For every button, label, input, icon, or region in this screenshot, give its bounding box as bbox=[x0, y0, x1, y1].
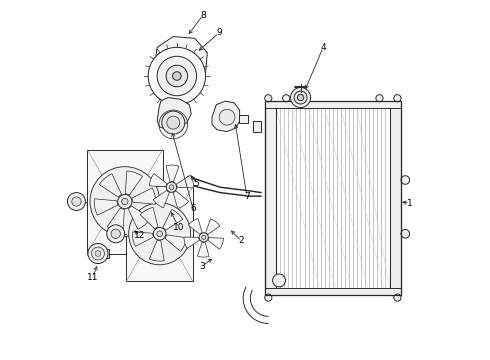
Polygon shape bbox=[166, 165, 179, 182]
Polygon shape bbox=[208, 238, 223, 249]
Circle shape bbox=[88, 243, 108, 264]
Bar bbox=[253, 121, 261, 132]
Polygon shape bbox=[149, 174, 167, 187]
Circle shape bbox=[129, 203, 191, 265]
Circle shape bbox=[90, 167, 160, 237]
Circle shape bbox=[202, 235, 206, 239]
Circle shape bbox=[401, 176, 410, 184]
Circle shape bbox=[157, 56, 196, 96]
Polygon shape bbox=[94, 199, 118, 215]
Text: 4: 4 bbox=[320, 43, 326, 52]
Polygon shape bbox=[188, 219, 202, 234]
Polygon shape bbox=[153, 190, 170, 208]
Bar bbox=[101, 249, 109, 258]
Text: 3: 3 bbox=[199, 262, 205, 271]
Bar bbox=[390, 101, 401, 295]
Circle shape bbox=[72, 197, 81, 206]
Polygon shape bbox=[140, 207, 158, 229]
Polygon shape bbox=[125, 171, 143, 195]
Text: 7: 7 bbox=[244, 192, 250, 201]
Circle shape bbox=[219, 109, 235, 125]
Circle shape bbox=[291, 87, 311, 108]
Circle shape bbox=[118, 194, 132, 208]
Polygon shape bbox=[153, 37, 207, 98]
Text: 1: 1 bbox=[407, 199, 413, 208]
Polygon shape bbox=[165, 235, 187, 251]
Circle shape bbox=[272, 274, 286, 287]
Polygon shape bbox=[149, 240, 164, 261]
Bar bbox=[239, 116, 248, 123]
Text: 2: 2 bbox=[239, 237, 244, 246]
Polygon shape bbox=[184, 237, 199, 248]
Polygon shape bbox=[99, 174, 122, 197]
Text: 5: 5 bbox=[194, 179, 199, 188]
Circle shape bbox=[199, 233, 208, 242]
Text: 11: 11 bbox=[87, 273, 98, 282]
Text: 6: 6 bbox=[190, 204, 196, 213]
Polygon shape bbox=[212, 101, 240, 132]
Circle shape bbox=[153, 228, 166, 240]
Polygon shape bbox=[157, 98, 191, 130]
Bar bbox=[265, 101, 276, 295]
Circle shape bbox=[376, 95, 383, 102]
Bar bbox=[265, 288, 401, 295]
Text: 12: 12 bbox=[134, 231, 146, 240]
Circle shape bbox=[107, 225, 124, 243]
Text: 10: 10 bbox=[173, 223, 184, 232]
Circle shape bbox=[122, 198, 128, 205]
Circle shape bbox=[401, 229, 410, 238]
Circle shape bbox=[167, 116, 180, 129]
Circle shape bbox=[297, 94, 304, 101]
Polygon shape bbox=[197, 242, 209, 257]
Polygon shape bbox=[128, 206, 150, 229]
Circle shape bbox=[394, 294, 401, 301]
Text: 9: 9 bbox=[216, 28, 221, 37]
Text: 8: 8 bbox=[200, 10, 206, 19]
Circle shape bbox=[265, 95, 272, 102]
Circle shape bbox=[167, 182, 176, 192]
Polygon shape bbox=[173, 191, 189, 208]
Circle shape bbox=[172, 72, 181, 80]
Circle shape bbox=[95, 251, 101, 256]
Polygon shape bbox=[163, 210, 183, 230]
Polygon shape bbox=[132, 232, 153, 246]
Bar bbox=[126, 186, 193, 281]
Circle shape bbox=[294, 91, 307, 104]
Polygon shape bbox=[132, 188, 155, 204]
Polygon shape bbox=[176, 175, 194, 188]
Circle shape bbox=[265, 294, 272, 301]
Circle shape bbox=[169, 185, 174, 189]
Bar bbox=[265, 101, 401, 295]
Polygon shape bbox=[107, 208, 124, 232]
Bar bbox=[265, 101, 401, 108]
Circle shape bbox=[283, 95, 290, 102]
Polygon shape bbox=[206, 219, 220, 234]
Circle shape bbox=[166, 65, 188, 87]
Circle shape bbox=[394, 95, 401, 102]
Circle shape bbox=[111, 229, 121, 238]
Circle shape bbox=[162, 111, 185, 134]
Circle shape bbox=[92, 247, 104, 260]
Circle shape bbox=[68, 193, 85, 211]
Circle shape bbox=[157, 231, 163, 237]
Bar bbox=[87, 149, 163, 253]
Circle shape bbox=[148, 47, 205, 105]
